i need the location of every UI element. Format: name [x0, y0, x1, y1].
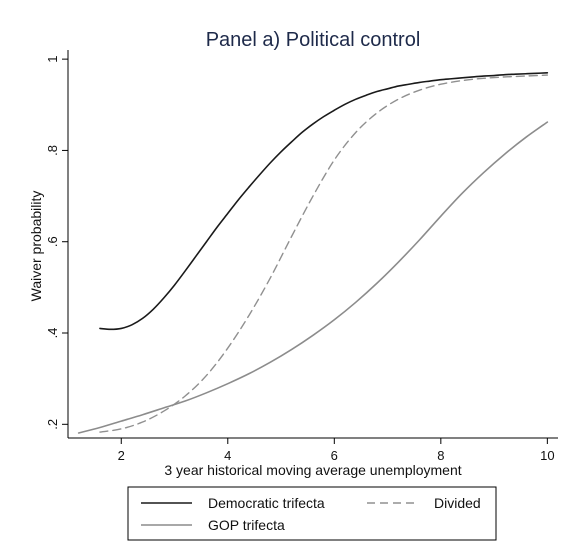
x-axis-title: 3 year historical moving average unemplo…: [164, 462, 461, 478]
series-line-gop-trifecta: [77, 121, 549, 434]
y-axis-title: Waiver probability: [28, 191, 44, 302]
y-tick-label: .6: [45, 236, 60, 247]
series-lines: [77, 72, 549, 434]
legend: Democratic trifecta Divided GOP trifecta: [127, 486, 497, 541]
x-axis-ticks: 2 4 6 8 10: [118, 438, 555, 463]
series-line-democratic-trifecta: [99, 72, 549, 331]
y-tick-label: .2: [45, 419, 60, 430]
y-tick-label: .8: [45, 145, 60, 156]
y-axis-ticks: .2 .4 .6 .8 1: [45, 56, 68, 430]
legend-label-divided: Divided: [434, 495, 481, 511]
x-tick-label: 10: [540, 448, 554, 463]
x-tick-label: 2: [118, 448, 125, 463]
y-tick-label: 1: [45, 56, 60, 63]
legend-label-democratic-trifecta: Democratic trifecta: [208, 495, 325, 511]
plot-area: .2 .4 .6 .8 1 2 4 6 8 10: [45, 50, 558, 463]
legend-label-gop-trifecta: GOP trifecta: [208, 517, 285, 533]
y-tick-label: .4: [45, 328, 60, 339]
chart-title: Panel a) Political control: [206, 29, 421, 51]
x-tick-label: 8: [437, 448, 444, 463]
x-tick-label: 6: [331, 448, 338, 463]
x-tick-label: 4: [224, 448, 231, 463]
legend-box: [127, 486, 497, 541]
